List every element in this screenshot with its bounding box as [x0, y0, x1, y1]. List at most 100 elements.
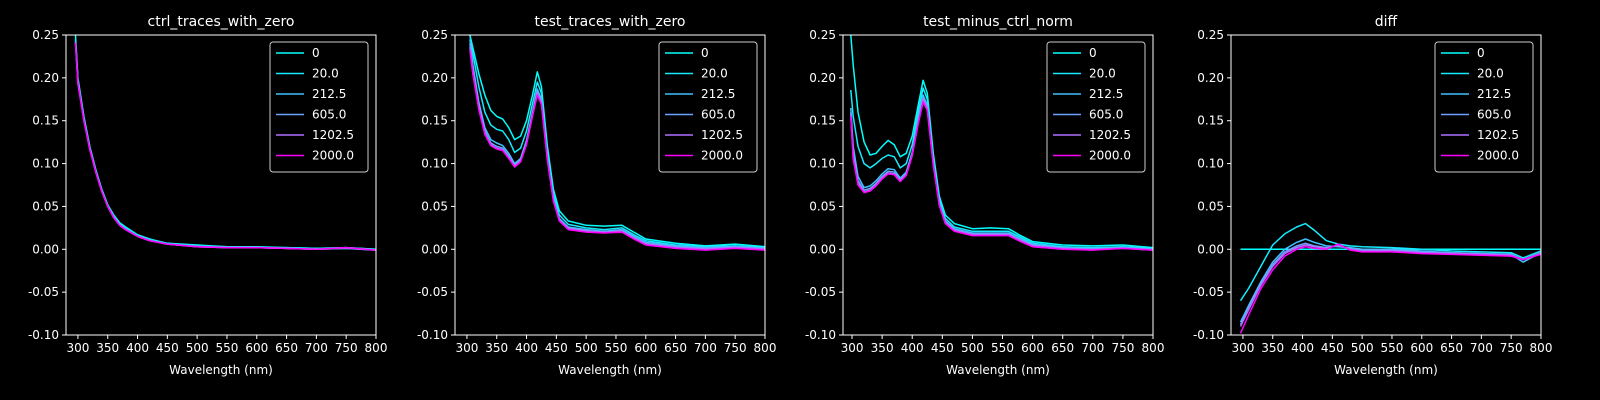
- legend-label: 2000.0: [1089, 149, 1131, 163]
- x-tick-label: 550: [1381, 341, 1404, 355]
- legend-label: 0: [312, 46, 320, 60]
- legend-label: 1202.5: [1089, 128, 1131, 142]
- legend-label: 0: [1089, 46, 1097, 60]
- y-tick-label: 0.15: [32, 114, 59, 128]
- x-tick-label: 300: [455, 341, 478, 355]
- x-tick-label: 350: [1261, 341, 1284, 355]
- legend-label: 2000.0: [1477, 149, 1519, 163]
- y-tick-label: 0.05: [32, 199, 59, 213]
- x-tick-label: 650: [664, 341, 687, 355]
- chart-title: test_minus_ctrl_norm: [923, 14, 1073, 30]
- x-axis-label: Wavelength (nm): [558, 363, 662, 377]
- series-line-20-0: [850, 87, 1153, 250]
- legend-label: 0: [701, 46, 709, 60]
- axes-frame: [65, 34, 377, 336]
- x-tick-label: 350: [96, 341, 119, 355]
- x-tick-label: 750: [1500, 341, 1523, 355]
- subplot-test-traces: test_traces_with_zero 300 350 400 450 500 550 6…: [417, 14, 777, 377]
- x-tick-label: 550: [216, 341, 239, 355]
- y-tick-label: 0.00: [809, 242, 836, 256]
- y-tick-label: -0.10: [1193, 328, 1224, 342]
- y-tick-label: -0.10: [805, 328, 836, 342]
- y-tick-label: 0.25: [1197, 28, 1224, 42]
- x-tick-label: 400: [515, 341, 538, 355]
- chart-title: ctrl_traces_with_zero: [148, 14, 295, 30]
- y-tick-label: -0.05: [417, 285, 448, 299]
- x-tick-label: 750: [1111, 341, 1134, 355]
- y-tick-label: 0.20: [421, 71, 448, 85]
- legend-box: [658, 41, 758, 173]
- legend: 0 20.0 212.5 605.0 1202.5 2000.0: [1046, 41, 1146, 173]
- chart-title: diff: [1375, 14, 1398, 30]
- x-tick-label: 650: [275, 341, 298, 355]
- x-tick-label: 700: [1081, 341, 1104, 355]
- legend-label: 20.0: [1089, 67, 1116, 81]
- x-tick-label: 500: [1351, 341, 1374, 355]
- subplot-test-minus-ctrl: test_minus_ctrl_norm 300 350 400 450 500 550 60…: [805, 14, 1165, 377]
- y-tick-label: 0.25: [32, 28, 59, 42]
- x-tick-label: 400: [126, 341, 149, 355]
- x-tick-label: 500: [961, 341, 984, 355]
- legend-label: 212.5: [312, 87, 346, 101]
- x-tick-label: 450: [156, 341, 179, 355]
- y-tick-label: 0.00: [32, 242, 59, 256]
- series-line-1202-5: [1239, 244, 1541, 327]
- y-tick-label: 0.10: [809, 157, 836, 171]
- subplot-diff: diff 300 350 400 450 500 550 600 650 700 750 800 -0.…: [1193, 14, 1553, 377]
- x-tick-label: 400: [1291, 341, 1314, 355]
- x-tick-label: 750: [724, 341, 747, 355]
- legend-label: 212.5: [1477, 87, 1511, 101]
- legend-label: 2000.0: [312, 149, 354, 163]
- x-tick-label: 300: [66, 341, 89, 355]
- axes-frame: [842, 34, 1154, 336]
- y-tick-label: 0.05: [1197, 199, 1224, 213]
- series-line-605-0: [1239, 242, 1541, 326]
- series-line-212-5: [850, 94, 1153, 251]
- legend-box: [1046, 41, 1146, 173]
- x-tick-label: 450: [545, 341, 568, 355]
- y-tick-label: 0.00: [421, 242, 448, 256]
- x-tick-label: 350: [485, 341, 508, 355]
- y-tick-label: 0.10: [421, 157, 448, 171]
- x-tick-label: 450: [931, 341, 954, 355]
- legend-label: 1202.5: [312, 128, 354, 142]
- x-tick-label: 800: [754, 341, 777, 355]
- x-tick-label: 550: [605, 341, 628, 355]
- x-tick-label: 800: [365, 341, 388, 355]
- y-tick-label: 0.00: [1197, 242, 1224, 256]
- y-tick-label: 0.05: [421, 199, 448, 213]
- legend-label: 1202.5: [701, 128, 743, 142]
- x-tick-label: 500: [186, 341, 209, 355]
- series-line-0: [850, 35, 1153, 249]
- series-line-20-0: [1239, 222, 1541, 302]
- y-tick-label: -0.05: [805, 285, 836, 299]
- legend-label: 605.0: [1477, 108, 1511, 122]
- x-tick-label: 650: [1440, 341, 1463, 355]
- x-tick-label: 500: [575, 341, 598, 355]
- plot-area: [469, 35, 765, 251]
- y-tick-label: 0.10: [32, 157, 59, 171]
- x-tick-label: 800: [1530, 341, 1553, 355]
- subplot-ctrl-traces: ctrl_traces_with_zero 300 350 400 450 500 550 6…: [28, 14, 388, 377]
- series-line-2000-0: [469, 50, 765, 251]
- y-tick-label: 0.20: [1197, 71, 1224, 85]
- series-line-2000-0: [1239, 243, 1541, 334]
- y-tick-label: 0.15: [421, 114, 448, 128]
- series-line-0: [469, 35, 765, 248]
- y-tick-label: 0.25: [809, 28, 836, 42]
- plot-area: [74, 35, 376, 251]
- y-tick-label: 0.15: [809, 114, 836, 128]
- legend-label: 605.0: [701, 108, 735, 122]
- axes-frame: [1230, 34, 1542, 336]
- y-tick-label: -0.05: [28, 285, 59, 299]
- y-tick-label: 0.25: [421, 28, 448, 42]
- legend-box: [1434, 41, 1534, 173]
- y-tick-label: 0.05: [809, 199, 836, 213]
- x-tick-label: 700: [305, 341, 328, 355]
- x-tick-label: 450: [1321, 341, 1344, 355]
- x-tick-label: 650: [1051, 341, 1074, 355]
- y-tick-label: 0.20: [32, 71, 59, 85]
- x-axis-label: Wavelength (nm): [946, 363, 1050, 377]
- y-tick-label: -0.10: [28, 328, 59, 342]
